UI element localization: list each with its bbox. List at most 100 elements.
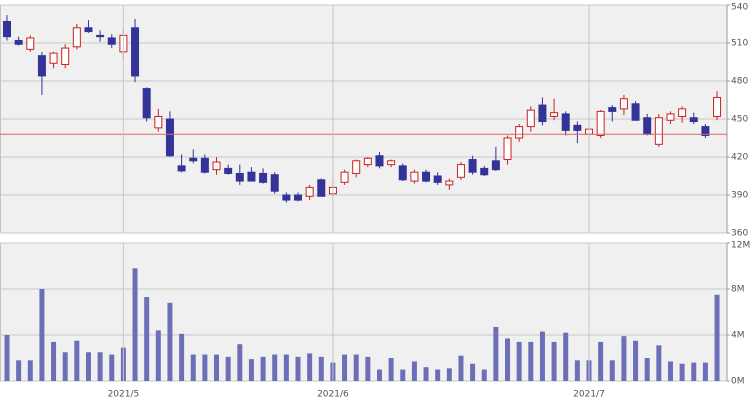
y-tick-label: 4M xyxy=(731,331,745,341)
candle-body xyxy=(433,175,442,183)
candle-body xyxy=(84,27,93,33)
candle-body xyxy=(26,37,35,50)
candle-body xyxy=(375,155,384,167)
candle-body xyxy=(270,174,279,192)
candle-body xyxy=(398,165,407,181)
volume-bar xyxy=(470,363,476,381)
volume-bar xyxy=(295,356,301,381)
volume-bar xyxy=(39,289,45,381)
y-tick-label: 420 xyxy=(731,153,748,163)
candle-body xyxy=(363,157,372,166)
volume-bar xyxy=(621,336,627,381)
y-tick-label: 480 xyxy=(731,77,748,87)
x-tick-label: 2021/7 xyxy=(573,390,605,400)
candle-body xyxy=(456,164,465,178)
y-tick-label: 360 xyxy=(731,229,748,239)
candle-body xyxy=(294,194,302,201)
volume-bar xyxy=(85,352,91,381)
candle-body xyxy=(561,113,570,131)
volume-bar xyxy=(260,356,266,381)
candle-body xyxy=(61,47,70,66)
candle-body xyxy=(200,157,209,173)
candle-body xyxy=(305,186,314,197)
y-tick-label: 540 xyxy=(731,3,748,13)
candle-body xyxy=(410,171,419,182)
volume-bar xyxy=(272,354,278,381)
volume-bar xyxy=(598,341,604,381)
x-tick-label: 2021/5 xyxy=(108,390,140,400)
candle-body xyxy=(422,171,431,182)
candle-body xyxy=(37,55,46,77)
volume-bar xyxy=(551,341,557,381)
volume-bar xyxy=(132,268,138,381)
volume-bar xyxy=(283,354,289,381)
volume-bar xyxy=(679,363,685,381)
volume-bar xyxy=(423,367,429,381)
volume-bar xyxy=(4,335,10,381)
volume-bar xyxy=(376,369,382,381)
candle-body xyxy=(468,159,477,173)
y-tick-label: 0M xyxy=(731,377,745,387)
volume-bar xyxy=(202,354,208,381)
candle-body xyxy=(247,171,256,182)
candle-body xyxy=(177,165,186,172)
volume-bar xyxy=(446,368,452,381)
candle-body xyxy=(596,110,605,136)
x-tick-label: 2021/6 xyxy=(317,390,349,400)
candle-body xyxy=(212,161,221,171)
volume-bar xyxy=(574,360,580,381)
candle-body xyxy=(678,108,687,117)
candle-body xyxy=(654,117,663,145)
y-tick-label: 510 xyxy=(731,39,748,49)
volume-bar xyxy=(656,345,662,381)
candle-body xyxy=(573,124,582,131)
candle-body xyxy=(643,117,652,135)
volume-bar xyxy=(388,358,394,381)
y-tick-label: 12M xyxy=(731,241,750,251)
volume-bar xyxy=(528,341,534,381)
volume-bar xyxy=(458,355,464,381)
candle-body xyxy=(689,117,698,123)
candle-body xyxy=(142,88,151,119)
volume-bar xyxy=(27,360,33,381)
candle-body xyxy=(224,167,233,174)
volume-bar xyxy=(365,356,371,381)
candle-body xyxy=(701,126,710,136)
volume-bar xyxy=(691,362,697,381)
volume-bar xyxy=(633,340,639,381)
volume-bar xyxy=(714,294,720,381)
candle-body xyxy=(49,52,58,64)
volume-bar xyxy=(214,354,220,381)
volume-bar xyxy=(190,354,196,381)
candle-body xyxy=(3,20,11,38)
candle-body xyxy=(538,104,547,123)
candle-body xyxy=(515,126,524,139)
candle-body xyxy=(131,27,140,77)
candle-body xyxy=(165,118,174,157)
plot-area xyxy=(0,242,728,382)
candle-body xyxy=(259,172,268,183)
volume-bar xyxy=(225,356,231,381)
volume-bar xyxy=(97,352,103,381)
volume-bar xyxy=(411,361,417,381)
volume-bar xyxy=(702,362,708,381)
volume-bar xyxy=(307,353,313,381)
volume-bar xyxy=(505,338,511,381)
candle-body xyxy=(713,96,722,117)
candle-body xyxy=(503,137,512,161)
volume-bar xyxy=(248,359,254,381)
y-tick-label: 8M xyxy=(731,285,745,295)
volume-bar xyxy=(493,326,499,381)
candle-body xyxy=(189,157,198,162)
volume-bar xyxy=(342,354,348,381)
candle-body xyxy=(491,160,500,171)
candle-body xyxy=(666,113,675,121)
volume-bar xyxy=(353,354,359,381)
volume-bar xyxy=(109,354,115,381)
candle-body xyxy=(340,171,349,183)
candle-body xyxy=(317,179,326,197)
candle-body xyxy=(387,160,396,166)
candle-body xyxy=(14,39,23,45)
volume-bar xyxy=(667,361,673,381)
candle-body xyxy=(526,109,535,128)
